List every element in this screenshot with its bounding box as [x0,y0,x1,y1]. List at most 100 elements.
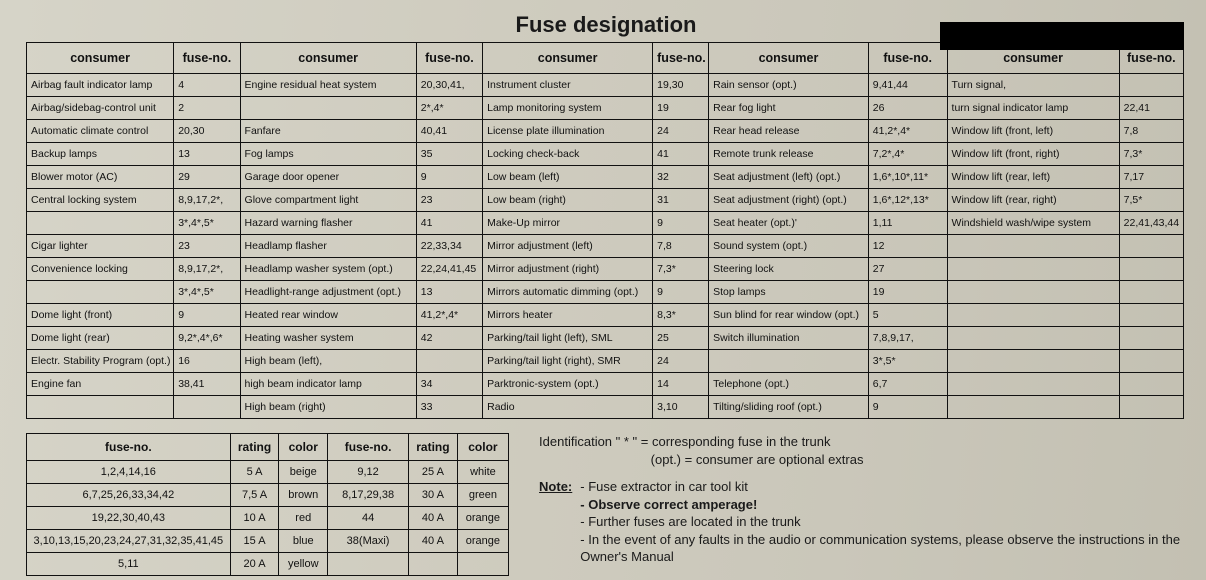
cell: red [279,507,328,530]
cell: Cigar lighter [27,235,174,258]
cell: 8,9,17,2*, [174,258,240,281]
table-row: 3*,4*,5*Hazard warning flasher41Make-Up … [27,212,1184,235]
cell [1119,327,1183,350]
cell [1119,350,1183,373]
cell: High beam (left), [240,350,416,373]
cell: Parking/tail light (left), SML [483,327,653,350]
cell: 7,3* [1119,143,1183,166]
cell [709,350,869,373]
cell: Window lift (front, right) [947,143,1119,166]
cell: 8,3* [653,304,709,327]
identification-line-1: Identification " * " = corresponding fus… [539,434,830,449]
cell: Sound system (opt.) [709,235,869,258]
cell: Hazard warning flasher [240,212,416,235]
cell: turn signal indicator lamp [947,97,1119,120]
table-row: 1,2,4,14,165 Abeige9,1225 Awhite [27,461,509,484]
cell: 6,7 [868,373,947,396]
cell: Rear head release [709,120,869,143]
table-row: Dome light (front)9Heated rear window41,… [27,304,1184,327]
cell: Lamp monitoring system [483,97,653,120]
cell: Central locking system [27,189,174,212]
cell: 3*,4*,5* [174,281,240,304]
cell: 34 [416,373,482,396]
table-row: 6,7,25,26,33,34,427,5 Abrown8,17,29,3830… [27,484,509,507]
cell: yellow [279,553,328,576]
cell: 8,17,29,38 [328,484,409,507]
cell: 9 [868,396,947,419]
cell: Engine residual heat system [240,74,416,97]
cell: 22,41,43,44 [1119,212,1183,235]
main-col-header: consumer [483,43,653,74]
cell: License plate illumination [483,120,653,143]
cell: 7,5 A [230,484,279,507]
table-row: Automatic climate control20,30Fanfare40,… [27,120,1184,143]
table-row: Blower motor (AC)29Garage door opener9Lo… [27,166,1184,189]
cell: Dome light (rear) [27,327,174,350]
cell: Dome light (front) [27,304,174,327]
table-row: Backup lamps13Fog lamps35Locking check-b… [27,143,1184,166]
table-row: 5,1120 Ayellow [27,553,509,576]
cell: 32 [653,166,709,189]
cell: Headlamp flasher [240,235,416,258]
cell: 13 [174,143,240,166]
cell: 42 [416,327,482,350]
cell: 22,24,41,45 [416,258,482,281]
cell: 22,41 [1119,97,1183,120]
cell: Remote trunk release [709,143,869,166]
cell: 7,8 [1119,120,1183,143]
cell: 22,33,34 [416,235,482,258]
page: Fuse designation consumerfuse-no.consume… [0,0,1206,580]
table-row: Central locking system8,9,17,2*,Glove co… [27,189,1184,212]
cell: 10 A [230,507,279,530]
cell: Fog lamps [240,143,416,166]
cell: 41 [653,143,709,166]
cell: 23 [174,235,240,258]
cell: 5 [868,304,947,327]
cell: 24 [653,350,709,373]
note-item: Observe correct amperage! [580,496,1186,514]
cell: 3*,4*,5* [174,212,240,235]
redaction-box [940,22,1184,50]
cell: Electr. Stability Program (opt.) [27,350,174,373]
cell: Mirrors automatic dimming (opt.) [483,281,653,304]
cell: Automatic climate control [27,120,174,143]
table-row: 3*,4*,5*Headlight-range adjustment (opt.… [27,281,1184,304]
fuse-legend-table: fuse-no.ratingcolorfuse-no.ratingcolor 1… [26,433,509,576]
cell: Window lift (rear, left) [947,166,1119,189]
cell: Windshield wash/wipe system [947,212,1119,235]
cell [1119,304,1183,327]
cell: 7,8,9,17, [868,327,947,350]
cell: Fanfare [240,120,416,143]
cell: 24 [653,120,709,143]
cell: 9 [416,166,482,189]
legend-col-header: color [457,434,508,461]
identification-line-2: (opt.) = consumer are optional extras [651,452,864,467]
cell [947,327,1119,350]
fuse-main-table: consumerfuse-no.consumerfuse-no.consumer… [26,42,1184,419]
cell: Headlight-range adjustment (opt.) [240,281,416,304]
cell: brown [279,484,328,507]
cell: 7,3* [653,258,709,281]
cell: Garage door opener [240,166,416,189]
cell: 29 [174,166,240,189]
cell: 6,7,25,26,33,34,42 [27,484,231,507]
cell: Telephone (opt.) [709,373,869,396]
cell: Airbag/sidebag-control unit [27,97,174,120]
cell: Seat adjustment (left) (opt.) [709,166,869,189]
cell: Seat adjustment (right) (opt.) [709,189,869,212]
cell: 7,17 [1119,166,1183,189]
cell [1119,74,1183,97]
cell: 9 [174,304,240,327]
cell: 5,11 [27,553,231,576]
cell: 1,11 [868,212,947,235]
legend-col-header: fuse-no. [27,434,231,461]
cell [947,350,1119,373]
cell: 1,6*,10*,11* [868,166,947,189]
cell: Glove compartment light [240,189,416,212]
cell: Rain sensor (opt.) [709,74,869,97]
cell: Rear fog light [709,97,869,120]
table-row: 19,22,30,40,4310 Ared4440 Aorange [27,507,509,530]
cell: orange [457,530,508,553]
cell: blue [279,530,328,553]
cell [328,553,409,576]
